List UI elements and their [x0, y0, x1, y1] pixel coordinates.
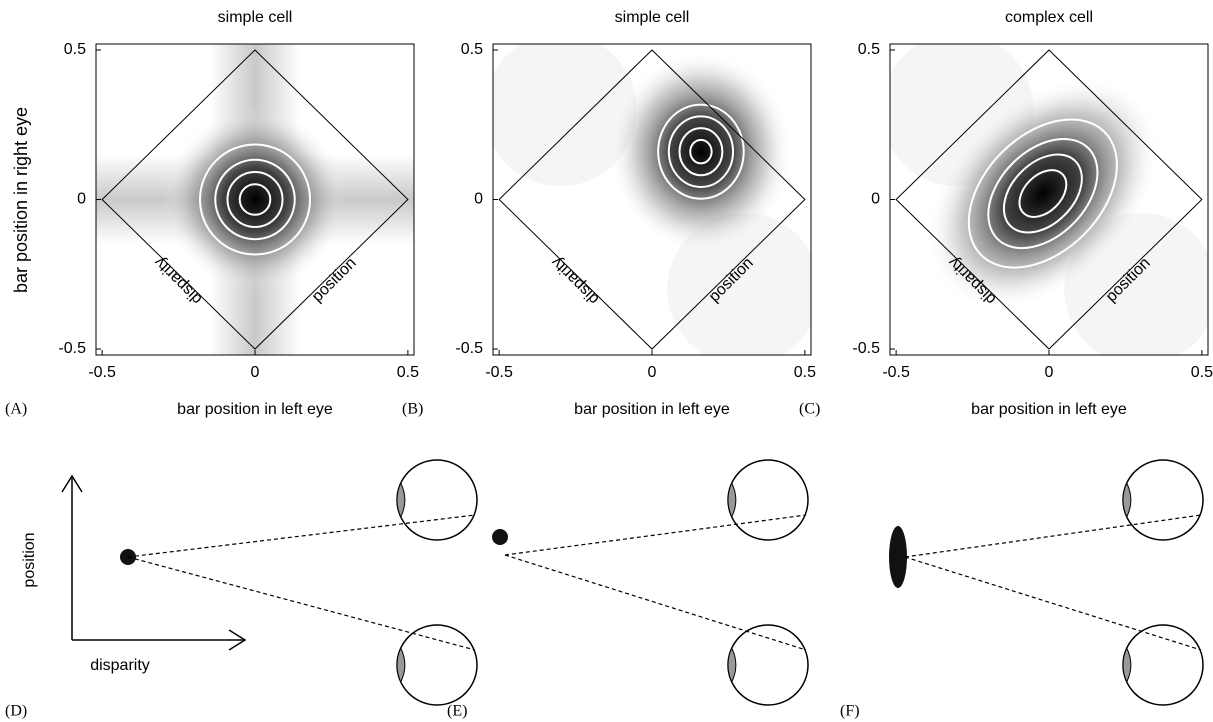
x-tick-label: 0.5	[794, 364, 816, 381]
eye	[728, 460, 808, 540]
diagram-row: position disparity (D) (E) (F)	[5, 460, 1203, 720]
heatmap-row: -0.5 0 0.5 -0.5 0 0.5 simple cell bar position …	[5, 9, 1213, 418]
chart-title: simple cell	[218, 9, 293, 26]
heatmap-panel: -0.5 0 0.5 -0.5 0 0.5 simple cell bar position …	[402, 9, 820, 418]
x-tick-label: 0	[1045, 364, 1054, 381]
sight-line	[905, 557, 1201, 650]
y-tick-label: 0.5	[858, 41, 880, 58]
x-tick-label: 0.5	[1191, 364, 1213, 381]
x-axis-label: bar position in left eye	[177, 401, 333, 418]
eye	[1123, 460, 1203, 540]
eye	[728, 625, 808, 705]
x-tick-label: 0	[648, 364, 657, 381]
heatmap	[484, 33, 820, 365]
panel-label: (C)	[799, 401, 820, 418]
heatmap-panel: -0.5 0 0.5 -0.5 0 0.5 complex cell bar position…	[799, 9, 1213, 418]
axis-label: disparity	[90, 657, 150, 674]
y-tick-label: 0	[474, 191, 483, 208]
chart-title: complex cell	[1005, 9, 1093, 26]
x-tick-label: -0.5	[88, 364, 116, 381]
y-tick-label: -0.5	[852, 340, 880, 357]
heatmap	[881, 31, 1213, 365]
panel-label: (E)	[447, 703, 467, 720]
heatmap-panel: -0.5 0 0.5 -0.5 0 0.5 simple cell bar position …	[5, 9, 419, 418]
x-axis-label: bar position in left eye	[971, 401, 1127, 418]
stimulus-dot	[492, 529, 508, 545]
page: -0.5 0 0.5 -0.5 0 0.5 simple cell bar position …	[0, 0, 1213, 722]
diagram-panel: (D)	[5, 460, 477, 720]
stimulus-bar	[889, 526, 907, 588]
y-tick-label: 0	[77, 191, 86, 208]
x-tick-label: 0	[251, 364, 260, 381]
diagram-panel: (F)	[840, 460, 1203, 720]
panel-label: (B)	[402, 401, 423, 418]
eye	[397, 460, 477, 540]
x-tick-label: -0.5	[485, 364, 513, 381]
y-tick-label: 0	[871, 191, 880, 208]
x-tick-label: -0.5	[882, 364, 910, 381]
eye	[397, 625, 477, 705]
diagram-panel: (E)	[447, 460, 808, 720]
x-axis-label: bar position in left eye	[574, 401, 730, 418]
panel-label: (A)	[5, 401, 27, 418]
panel-label: (D)	[5, 703, 27, 720]
panel-label: (F)	[840, 703, 860, 720]
x-tick-label: 0.5	[397, 364, 419, 381]
chart-title: simple cell	[615, 9, 690, 26]
figure: -0.5 0 0.5 -0.5 0 0.5 simple cell bar position …	[0, 0, 1213, 722]
blob	[163, 108, 346, 291]
y-tick-label: 0.5	[64, 41, 86, 58]
y-tick-label: -0.5	[455, 340, 483, 357]
y-tick-label: -0.5	[58, 340, 86, 357]
y-tick-label: 0.5	[461, 41, 483, 58]
blob	[609, 51, 792, 253]
axis-label: position	[21, 532, 38, 587]
sight-line	[505, 555, 806, 650]
eye	[1123, 625, 1203, 705]
heatmap	[96, 44, 414, 355]
y-axis-label: bar position in right eye	[11, 107, 31, 293]
